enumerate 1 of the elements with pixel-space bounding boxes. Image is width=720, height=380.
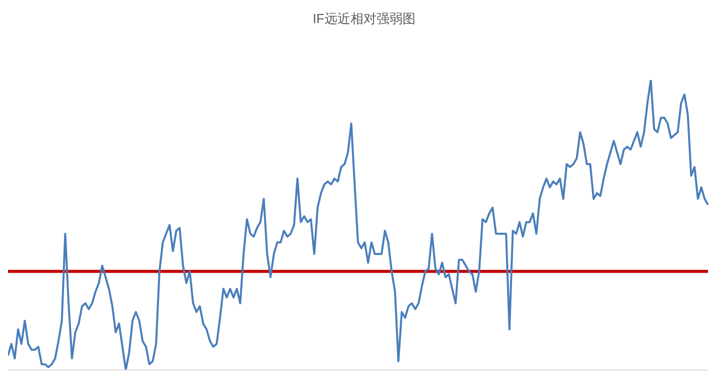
chart-title: IF远近相对强弱图 [312, 10, 416, 28]
